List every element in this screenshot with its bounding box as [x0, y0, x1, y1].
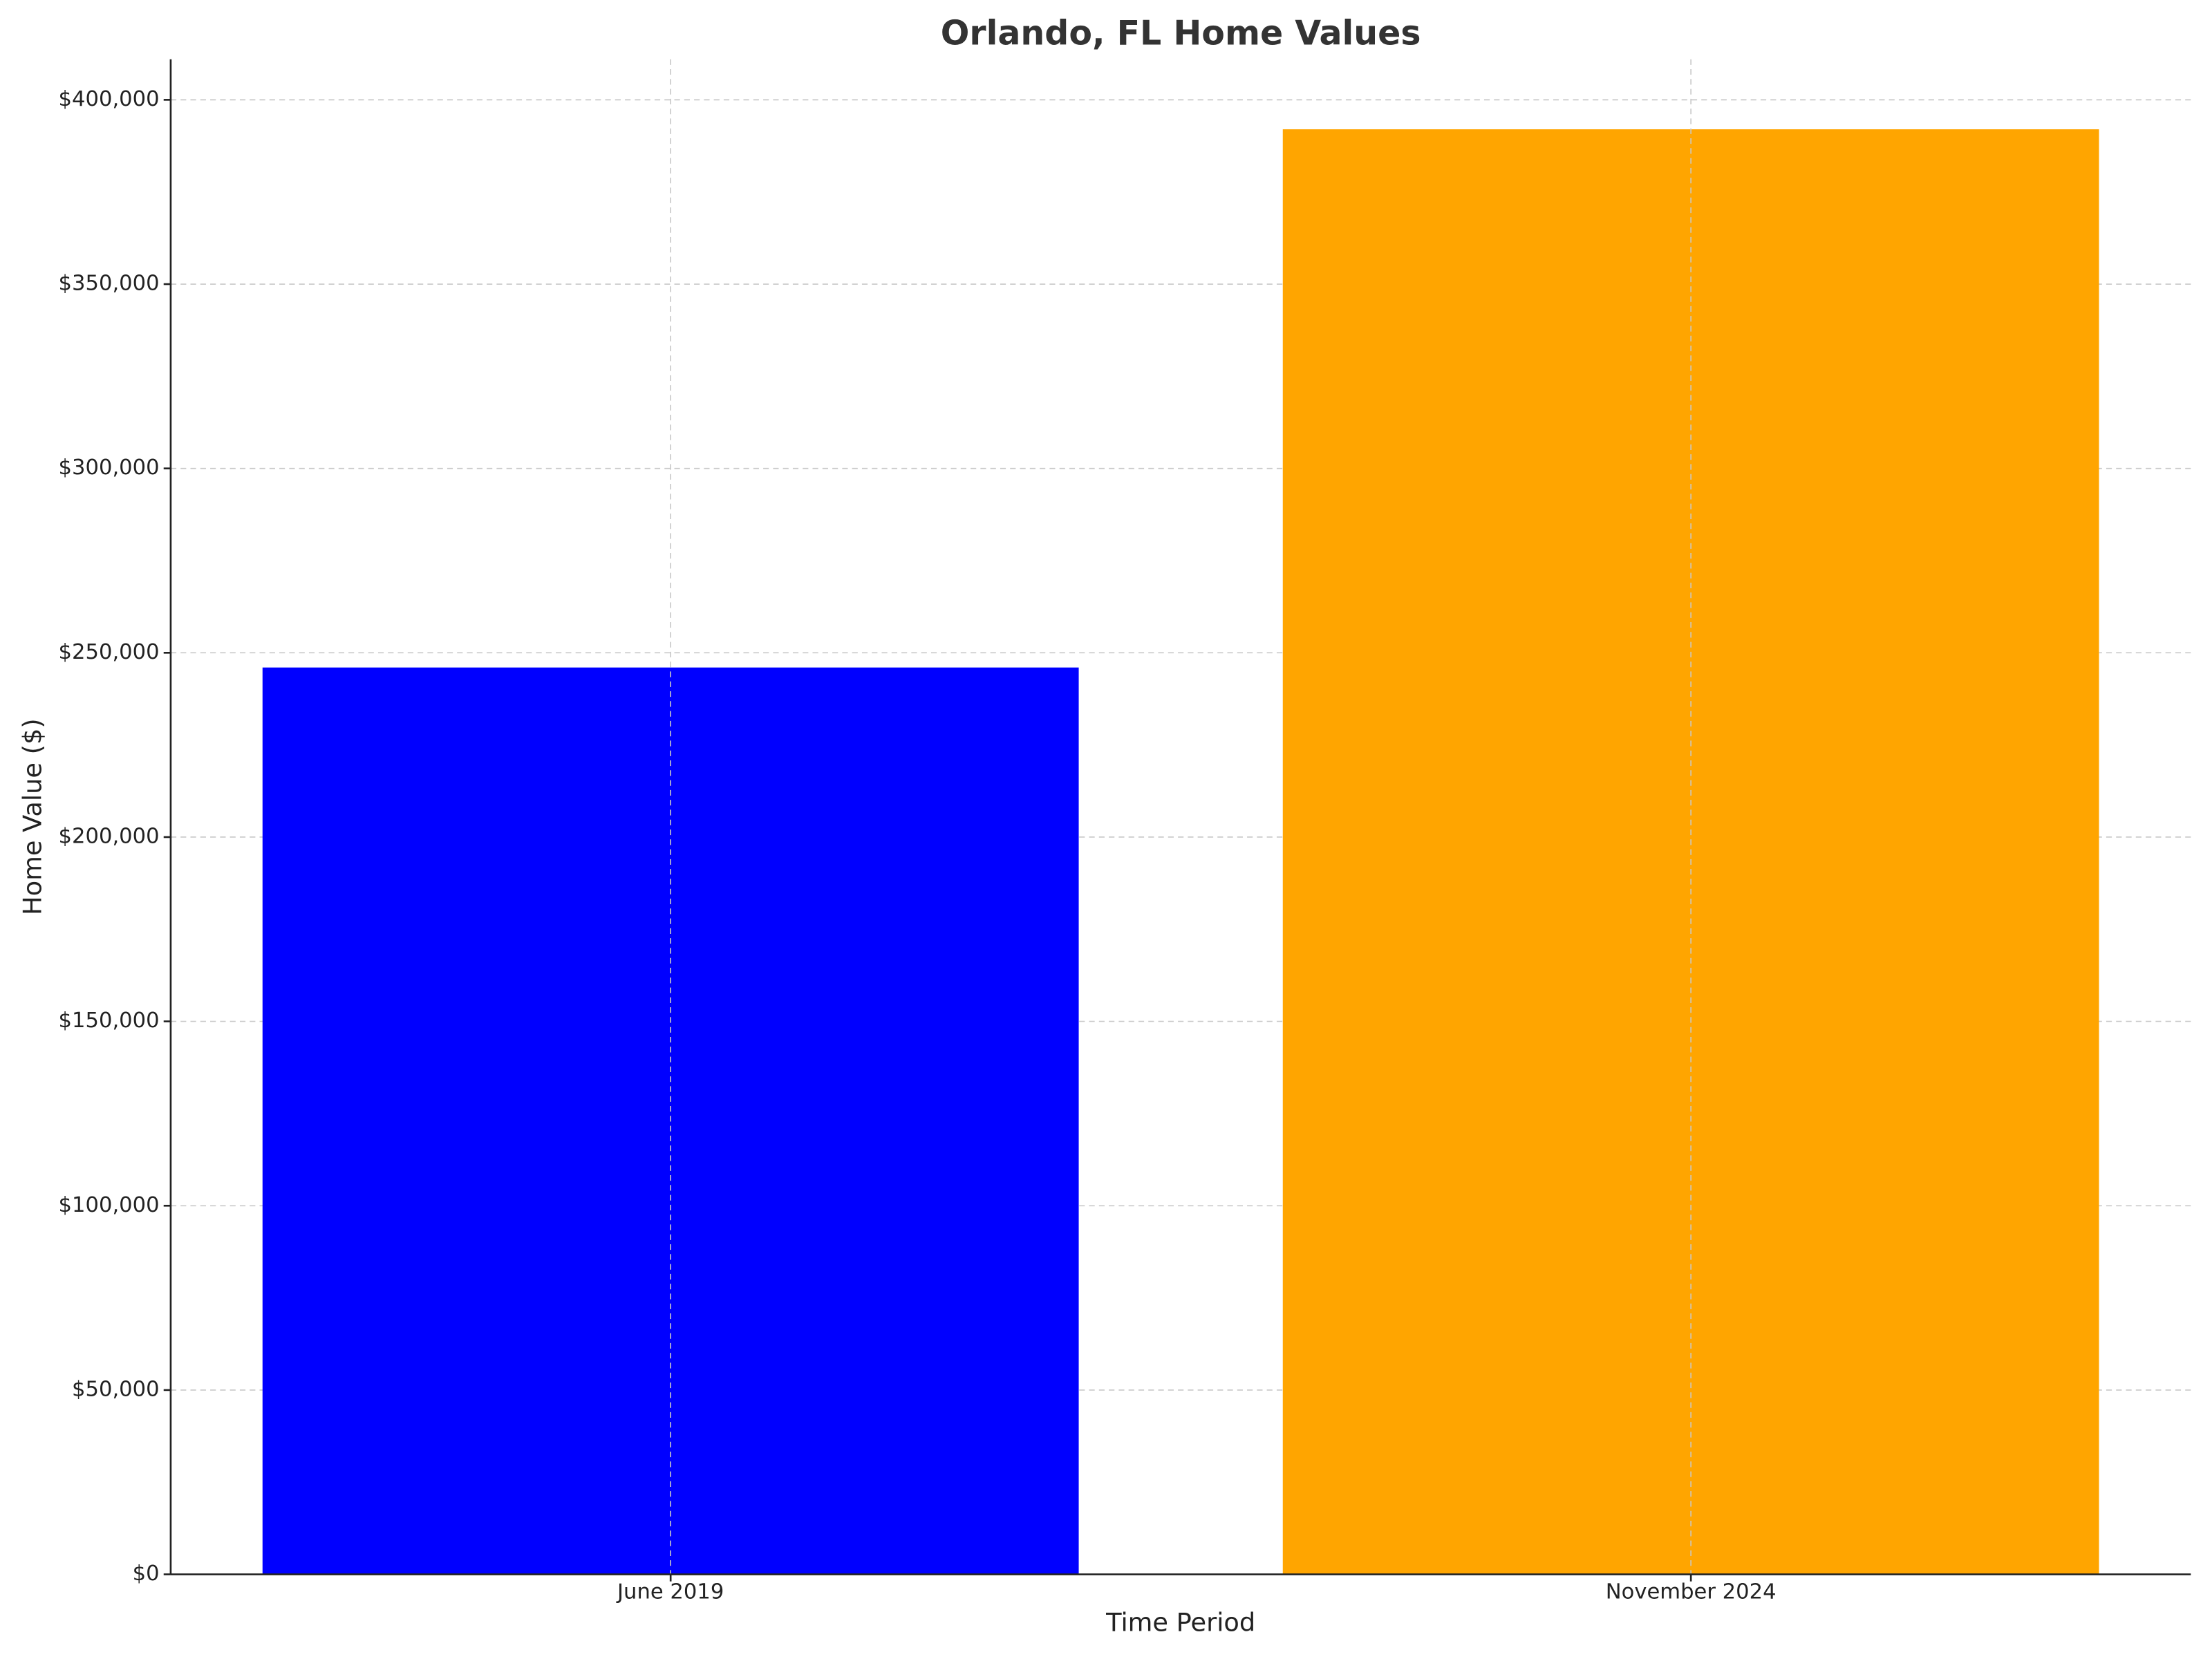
y-tick-label: $250,000	[59, 640, 160, 664]
y-tick-label: $200,000	[59, 824, 160, 848]
x-tick-label: June 2019	[616, 1580, 724, 1604]
y-tick-label: $0	[133, 1562, 160, 1586]
y-axis-label: Home Value ($)	[17, 718, 47, 915]
x-tick-label: November 2024	[1606, 1580, 1777, 1604]
y-tick-label: $400,000	[59, 87, 160, 111]
y-tick-label: $300,000	[59, 456, 160, 480]
y-tick-label: $50,000	[72, 1377, 160, 1401]
y-tick-label: $100,000	[59, 1193, 160, 1217]
x-axis-label: Time Period	[1105, 1607, 1255, 1637]
y-tick-label: $350,000	[59, 272, 160, 296]
chart-title: Orlando, FL Home Values	[941, 14, 1421, 53]
y-tick-label: $150,000	[59, 1009, 160, 1033]
